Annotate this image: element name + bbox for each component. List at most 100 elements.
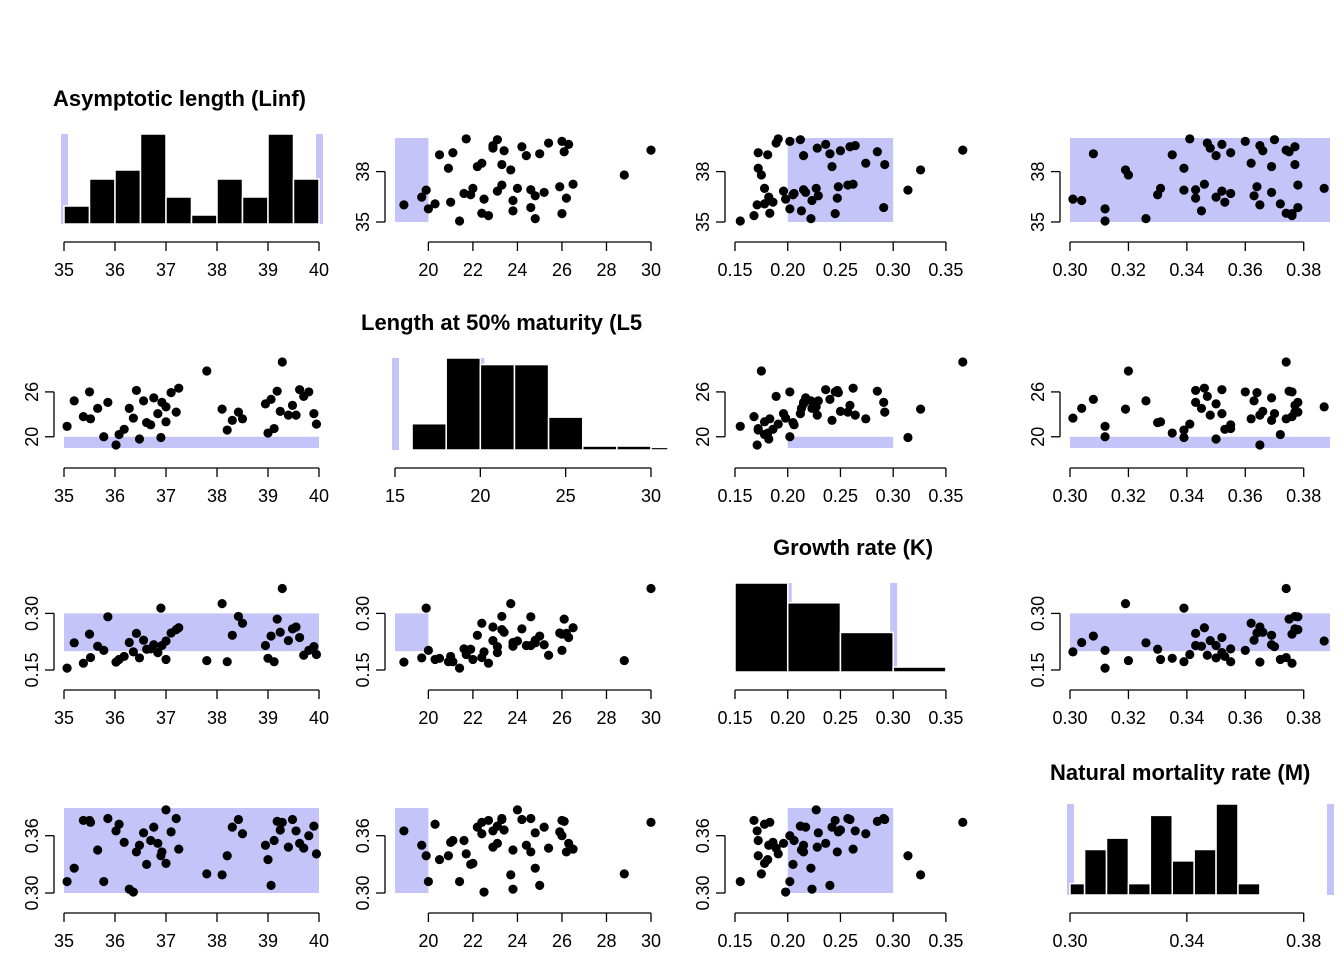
panel-linf-k-point [753,148,763,158]
panel-l5-k-point [827,415,837,425]
panel-linf-m-point [1287,209,1297,219]
panel-m-l5-point [488,842,498,852]
panel-k-m-point [1266,630,1277,640]
panel-l5-linf-point [287,400,298,410]
panel-linf-k: 0.15 0.20 0.25 0.30 0.35 35 38 [693,134,968,280]
panel-linf-k-point [759,183,770,193]
panel-m-linf-point [119,837,129,847]
panel-l5-k-point [795,409,805,419]
panel-m-l5-point [526,847,536,857]
panel-l5-linf-point [202,366,212,376]
panel-linf-l5-point [619,170,629,180]
panel-k-m-x-tick-label: 0.38 [1286,708,1321,728]
panel-k-l5-point [568,623,578,633]
panel-linf-l5-point [559,147,569,157]
panel-linf-m-point [1077,195,1087,206]
panel-k-linf-point [291,622,301,632]
panel-k-m-y-tick-label: 0.30 [1028,596,1048,631]
panel-k-linf-point [134,653,145,663]
panel-l5-m-point [1255,440,1265,450]
panel-linf-m-point [1269,135,1280,145]
panel-m-l5-point [557,815,567,826]
panel-k-l5-x-tick-label: 28 [596,708,616,728]
panel-k-m-x-tick-label: 0.30 [1052,708,1087,728]
panel-l5-linf-point [85,414,96,424]
panel-linf-m-point [1249,191,1259,201]
panel-m-linf-point [217,870,227,880]
panel-k-linf-point [103,612,113,622]
panel-m-k-point [872,816,882,826]
panel-l5-linf-x-tick-label: 37 [156,486,176,506]
panel-l5-k-point [735,421,745,431]
panel-l5-linf-point [62,421,72,431]
panel-linf-l5-y-tick-label: 35 [353,212,373,232]
panel-linf-m-point [1199,179,1209,189]
panel-l5-k: 0.15 0.20 0.25 0.30 0.35 20 26 [693,357,968,506]
panel-m-m-shade-low [1067,804,1074,895]
panel-linf-k-point [764,192,774,202]
panel-m-m-bar [1171,860,1195,896]
panel-m-linf-point [93,845,103,855]
panel-k-k-bar [892,666,947,673]
panel-l5-m-point [1179,432,1189,443]
panel-k-linf-point [138,635,149,645]
panel-l5-k-shade [787,436,894,448]
panel-linf-l5-point [479,194,489,204]
panel-linf-m-point [1255,200,1265,210]
panel-m-m-bar [1105,837,1130,896]
panel-linf-k-point [759,199,770,209]
panel-linf-linf-x-tick-label: 35 [54,260,74,280]
title-linf: Asymptotic length (Linf) [53,86,306,111]
panel-l5-m-point [1240,387,1250,397]
panel-l5-linf-point [233,407,244,417]
panel-linf-k-point [861,158,871,168]
panel-m-k-point [781,887,791,897]
panel-l5-k-point [879,397,889,407]
panel-m-l5-y-tick-label: 0.36 [353,818,373,853]
panel-linf-k-point [848,179,858,189]
panel-m-linf-point [138,828,149,838]
panel-l5-linf-point [291,410,301,420]
panel-linf-m-point [1255,140,1265,151]
panel-k-linf-point [119,651,129,662]
panel-l5-linf-point [266,394,276,404]
panel-l5-k-point [916,404,926,414]
panel-k-l5-point [472,630,482,640]
panel-m-l5-point [434,854,445,865]
panel-m-l5: 20 22 24 26 28 30 0.30 0.36 [353,805,661,951]
panel-linf-l5-point [497,159,507,170]
panel-linf-l5-point [443,163,454,173]
panel-linf-m-y-tick-label: 35 [1028,212,1048,232]
panel-l5-k-point [752,440,762,450]
panel-k-m-point [1269,642,1280,652]
panel-m-k-point [806,863,816,873]
panel-m-linf-point [222,851,232,861]
panel-l5-linf-point [166,388,176,398]
panel-k-m-point [1226,657,1236,667]
panel-linf-m-point [1120,165,1131,175]
panel-l5-linf-point [119,424,129,434]
panel-linf-l5-point [646,145,656,155]
panel-linf-k-point [781,194,791,204]
panel-l5-k-point [835,406,846,416]
panel-linf-k-x-tick-label: 0.35 [928,260,963,280]
panel-k-m-point [1284,614,1294,624]
panel-linf-k-point [778,186,789,196]
panel-l5-k-point [848,383,858,393]
panel-k-l5-point [434,653,445,663]
panel-linf-linf-bar [165,196,193,225]
panel-l5-linf-point [309,409,319,419]
panel-linf-linf-bar [292,178,320,225]
panel-l5-k-point [812,410,822,420]
panel-linf-k-point [753,163,763,173]
panel-l5-linf-point [84,387,95,397]
panel-k-l5-point [399,657,409,667]
panel-k-linf-point [266,631,276,641]
panel-linf-l5-point [497,180,507,190]
panel-linf-m-point [1167,150,1177,160]
panel-k-m-point [1226,644,1236,654]
panel-k-linf-point [202,655,212,666]
panel-linf-l5-point [508,195,518,206]
panel-linf-m-point [1217,186,1227,196]
panel-l5-m-point [1120,404,1131,414]
